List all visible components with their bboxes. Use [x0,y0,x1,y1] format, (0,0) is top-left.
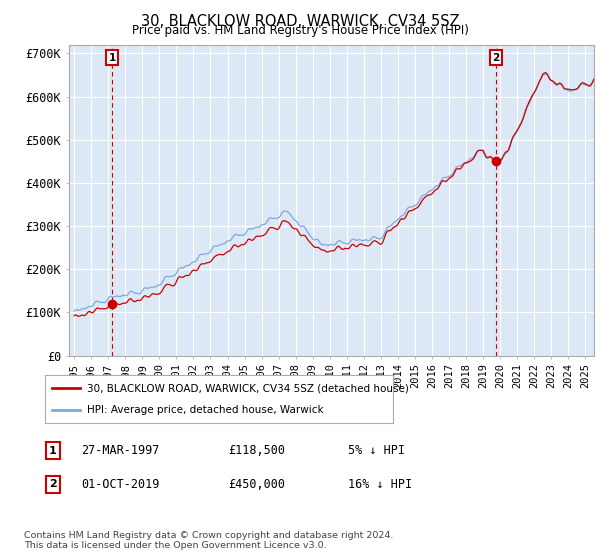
Text: 5% ↓ HPI: 5% ↓ HPI [348,444,405,458]
Text: 16% ↓ HPI: 16% ↓ HPI [348,478,412,491]
Text: 1: 1 [49,446,56,456]
Text: Contains HM Land Registry data © Crown copyright and database right 2024.
This d: Contains HM Land Registry data © Crown c… [24,531,394,550]
Text: HPI: Average price, detached house, Warwick: HPI: Average price, detached house, Warw… [87,405,323,415]
Text: 2: 2 [493,53,500,63]
Text: £450,000: £450,000 [228,478,285,491]
Text: 27-MAR-1997: 27-MAR-1997 [81,444,160,458]
Text: £118,500: £118,500 [228,444,285,458]
Text: 30, BLACKLOW ROAD, WARWICK, CV34 5SZ (detached house): 30, BLACKLOW ROAD, WARWICK, CV34 5SZ (de… [87,383,409,393]
Text: 2: 2 [49,479,56,489]
Text: 30, BLACKLOW ROAD, WARWICK, CV34 5SZ: 30, BLACKLOW ROAD, WARWICK, CV34 5SZ [140,14,460,29]
Text: 1: 1 [109,53,116,63]
Text: 01-OCT-2019: 01-OCT-2019 [81,478,160,491]
Text: Price paid vs. HM Land Registry's House Price Index (HPI): Price paid vs. HM Land Registry's House … [131,24,469,37]
